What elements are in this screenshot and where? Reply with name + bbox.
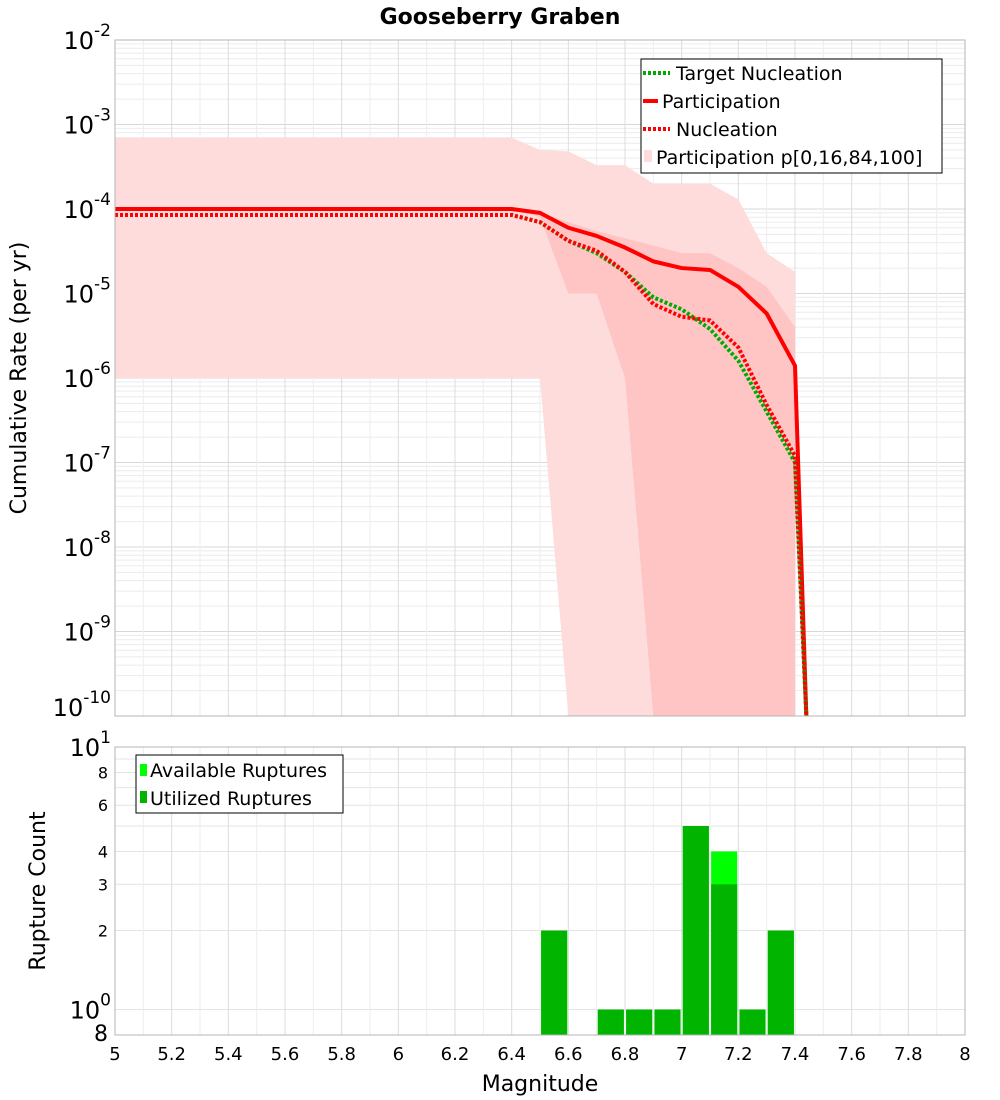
legend-label-utilized: Utilized Ruptures — [150, 788, 312, 810]
x-tick-label: 5.4 — [214, 1044, 243, 1065]
chart-title: Gooseberry Graben — [380, 5, 621, 30]
series-line-nucleation — [115, 212, 809, 717]
y-tick-label: 10-6 — [64, 359, 112, 393]
legend-swatch-participation-band — [644, 150, 652, 162]
y-tick-label: 10-7 — [64, 444, 112, 478]
y-tick-label: 4 — [98, 842, 108, 861]
x-tick-label: 7.8 — [894, 1044, 923, 1065]
legend-swatch-available — [140, 764, 147, 776]
utilized-rupture-bar — [767, 930, 794, 1035]
rate-series — [115, 207, 809, 717]
y-tick-label: 10-2 — [64, 21, 112, 55]
x-tick-label: 5 — [109, 1044, 120, 1065]
rate-legend-box — [640, 58, 943, 174]
utilized-rupture-bar — [541, 930, 568, 1035]
x-tick-label: 7.4 — [781, 1044, 810, 1065]
y-tick-label: 10-5 — [64, 275, 112, 309]
x-tick-label: 5.6 — [271, 1044, 300, 1065]
utilized-rupture-bar — [654, 1009, 681, 1035]
x-tick-label: 8 — [959, 1044, 970, 1065]
x-tick-label: 5.8 — [327, 1044, 356, 1065]
y-tick-label: 10-8 — [64, 528, 112, 562]
x-tick-label: 7.2 — [724, 1044, 753, 1065]
utilized-rupture-bar — [597, 1009, 624, 1035]
y-tick-label: 10-9 — [64, 613, 112, 647]
y-tick-label: 2 — [98, 922, 108, 941]
x-tick-label: 6 — [393, 1044, 404, 1065]
y-tick-label: 10-4 — [64, 190, 112, 224]
x-tick-label: 5.2 — [157, 1044, 186, 1065]
rate-y-axis-label: Cumulative Rate (per yr) — [7, 242, 32, 515]
magnitude-x-tick-labels: 5 5.2 5.4 5.6 5.8 6 6.2 6.4 6.6 6.8 7 7.2 7.4 7.6 7.8 8 — [109, 1044, 970, 1065]
series-line-participation — [115, 207, 809, 717]
y-tick-label: 3 — [98, 875, 108, 894]
legend-swatch-utilized — [140, 791, 147, 803]
rate-y-tick-labels: 10-2 10-3 10-4 10-5 10-6 10-7 10-8 10-9 10-10 — [53, 21, 111, 722]
count-plot-frame — [114, 746, 966, 1036]
band-p16-p84 — [115, 209, 795, 716]
count-bars — [541, 826, 794, 1035]
rate-legend: Target Nucleation Participation Nucleati… — [640, 58, 943, 174]
rate-plot-frame — [114, 39, 966, 717]
legend-label-participation: Participation — [662, 91, 781, 113]
x-tick-label: 6.4 — [497, 1044, 526, 1065]
x-tick-label: 6.8 — [611, 1044, 640, 1065]
legend-label-participation-band: Participation p[0,16,84,100] — [656, 147, 922, 169]
participation-bands — [115, 137, 795, 716]
legend-label-available: Available Ruptures — [150, 760, 327, 782]
y-tick-label: 10-3 — [64, 106, 112, 140]
legend-label-nucleation: Nucleation — [676, 119, 778, 141]
utilized-rupture-bar — [739, 1009, 766, 1035]
x-tick-label: 7 — [676, 1044, 687, 1065]
count-legend-box — [135, 754, 344, 814]
x-tick-label: 6.6 — [554, 1044, 583, 1065]
legend-label-target-nucleation: Target Nucleation — [675, 63, 843, 85]
count-y-axis-label: Rupture Count — [26, 811, 51, 971]
utilized-rupture-bar — [711, 884, 738, 1035]
y-tick-label: 8 — [94, 1022, 108, 1047]
count-legend: Available Ruptures Utilized Ruptures — [135, 754, 344, 814]
utilized-rupture-bar — [626, 1009, 653, 1035]
x-tick-label: 6.2 — [441, 1044, 470, 1065]
y-tick-label: 100 — [70, 991, 111, 1025]
x-tick-label: 7.6 — [837, 1044, 866, 1065]
x-axis-label: Magnitude — [482, 1072, 599, 1097]
y-tick-label: 8 — [98, 763, 108, 782]
y-tick-label: 6 — [98, 796, 108, 815]
y-tick-label: 101 — [70, 728, 111, 762]
y-tick-label: 10-10 — [53, 688, 111, 722]
utilized-rupture-bar — [682, 826, 709, 1035]
